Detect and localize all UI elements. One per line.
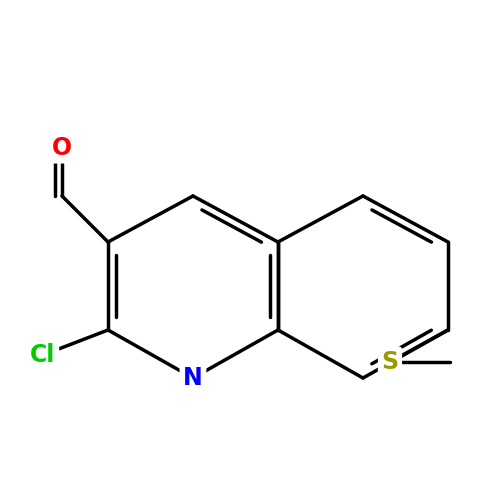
Text: S: S xyxy=(382,350,398,374)
Text: Cl: Cl xyxy=(30,343,56,367)
Text: O: O xyxy=(52,136,72,160)
Text: N: N xyxy=(183,366,203,390)
